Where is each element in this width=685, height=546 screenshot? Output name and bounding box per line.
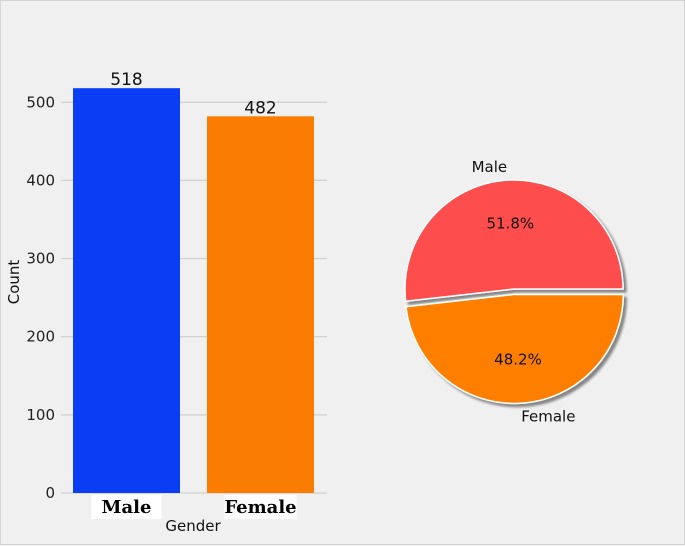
pie-pct-label: 51.8% <box>486 215 534 233</box>
pie-labels: Male 51.8% Female 48.2% <box>472 158 576 425</box>
y-tick-label: 300 <box>26 250 55 268</box>
category-label-box <box>91 495 162 519</box>
y-tick-label: 200 <box>26 328 55 346</box>
x-tick-label: Male <box>102 497 152 518</box>
pie-pct-label: 48.2% <box>494 351 542 369</box>
bar-chart: 0 100 200 300 400 500 518 482 Male Female Count… <box>5 70 327 535</box>
y-axis-label: Count <box>5 260 23 305</box>
bar-female <box>207 116 314 493</box>
bar-category-labels: Male Female <box>91 495 297 519</box>
bar-series <box>73 88 314 494</box>
pie-slice-male <box>404 179 624 303</box>
bar-data-label: 518 <box>110 70 142 90</box>
y-tick-label: 100 <box>26 406 55 424</box>
y-tick-label: 400 <box>26 171 55 189</box>
y-tick-label: 500 <box>26 93 55 111</box>
y-tick-label: 0 <box>45 484 55 502</box>
bar-data-labels: 518 482 <box>110 70 276 118</box>
pie-label: Female <box>521 407 575 425</box>
bar-data-label: 482 <box>244 98 276 118</box>
category-label-box <box>224 495 297 519</box>
pie-slices <box>404 179 625 405</box>
bar-male <box>73 88 180 494</box>
pie-slice-female <box>405 293 625 405</box>
pie-label: Male <box>472 158 508 176</box>
x-tick-label: Female <box>224 497 296 518</box>
bar-y-ticks: 0 100 200 300 400 500 <box>26 93 55 502</box>
pie-chart: Male 51.8% Female 48.2% <box>404 158 625 425</box>
x-axis-label: Gender <box>165 517 221 535</box>
